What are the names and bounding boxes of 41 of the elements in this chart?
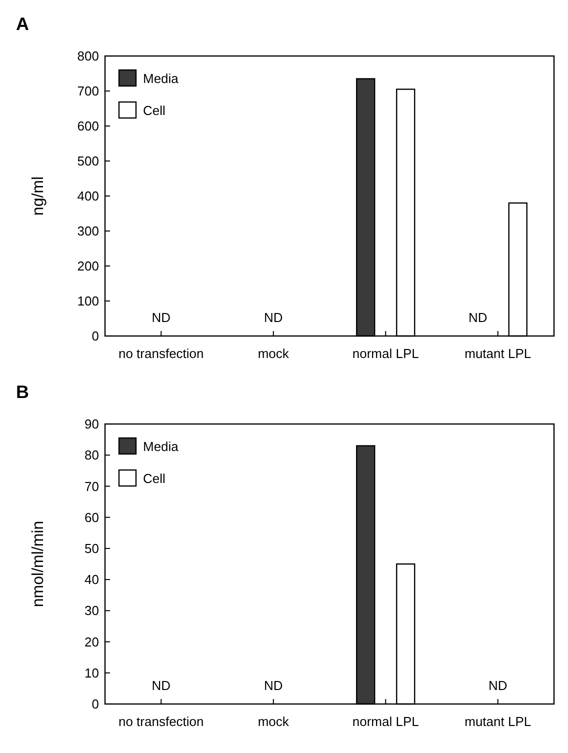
annotation: ND <box>264 678 283 693</box>
chart-title: B <box>16 382 29 402</box>
x-tick-label: normal LPL <box>352 714 419 729</box>
legend-label: Cell <box>143 471 166 486</box>
y-tick-label: 20 <box>84 634 99 650</box>
x-tick-label: mock <box>258 714 290 729</box>
annotation: ND <box>468 310 488 325</box>
x-tick-label: mutant LPL <box>464 714 532 729</box>
y-tick-label: 400 <box>77 188 99 204</box>
y-tick-label: 700 <box>77 84 99 99</box>
x-tick-label: normal LPL <box>352 346 419 361</box>
y-tick-label: 600 <box>77 118 99 134</box>
y-tick-label: 100 <box>77 294 99 309</box>
y-tick-label: 50 <box>84 540 99 556</box>
y-tick-label: 0 <box>92 328 99 344</box>
x-tick-label: no transfection <box>118 346 204 361</box>
x-tick-label: mutant LPL <box>464 346 532 361</box>
y-tick-label: 90 <box>84 416 99 432</box>
y-tick-label: 30 <box>84 603 99 618</box>
y-tick-label: 200 <box>77 258 99 274</box>
annotation: ND <box>264 310 283 325</box>
y-tick-label: 60 <box>84 510 99 525</box>
y-tick-label: 40 <box>84 572 99 588</box>
y-axis-title: ng/ml <box>30 176 47 216</box>
x-tick-label: no transfection <box>118 714 204 729</box>
y-tick-label: 800 <box>77 48 99 64</box>
annotation: ND <box>488 678 508 693</box>
y-tick-label: 70 <box>84 478 99 494</box>
y-tick-label: 10 <box>84 665 99 680</box>
y-tick-label: 80 <box>84 448 99 463</box>
x-tick-label: mock <box>258 346 290 361</box>
legend-label: Cell <box>143 103 166 118</box>
legend-label: Media <box>143 71 180 86</box>
chart-title: A <box>16 14 29 34</box>
y-tick-label: 300 <box>77 224 99 239</box>
y-tick-label: 0 <box>92 696 99 712</box>
annotation: ND <box>152 678 171 693</box>
y-tick-label: 500 <box>77 154 99 169</box>
annotation: ND <box>152 310 171 325</box>
legend-label: Media <box>143 439 180 454</box>
y-axis-title: nmol/ml/min <box>30 520 47 608</box>
